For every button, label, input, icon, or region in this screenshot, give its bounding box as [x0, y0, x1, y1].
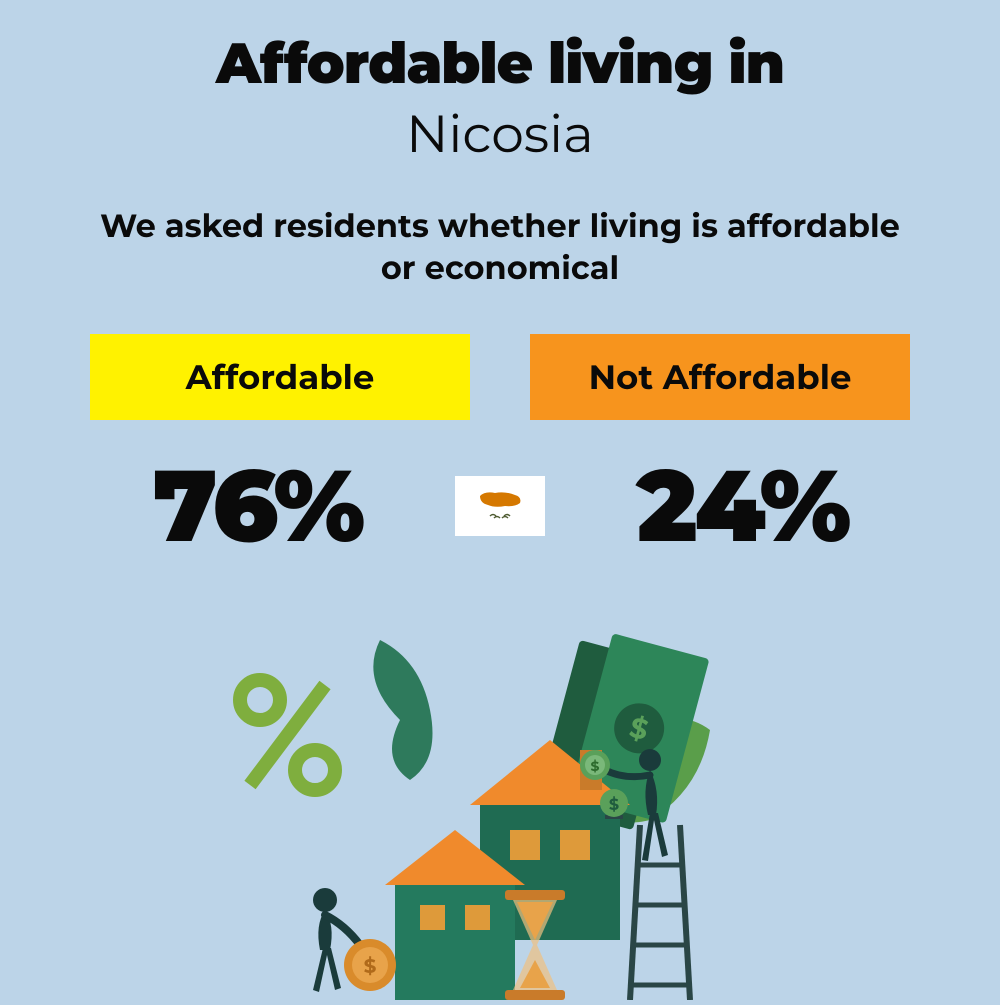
stat-not-affordable: Not Affordable [530, 334, 910, 420]
stat-percent-affordable: 76% [90, 445, 425, 567]
stats-row: Affordable Not Affordable [0, 334, 1000, 420]
svg-text:$: $ [609, 796, 619, 815]
title-bold: Affordable living in [0, 30, 1000, 98]
svg-text:$: $ [364, 955, 377, 979]
stat-affordable: Affordable [90, 334, 470, 420]
percentages-row: 76% 24% [0, 445, 1000, 567]
stat-percent-not-affordable: 24% [575, 445, 910, 567]
title-normal: Nicosia [0, 103, 1000, 166]
stat-label-affordable: Affordable [90, 334, 470, 420]
cyprus-flag-icon [455, 476, 545, 536]
percent-sign-icon [240, 680, 335, 790]
person-left-icon: $ [313, 888, 396, 992]
illustration: $ $ [200, 620, 800, 1000]
title-section: Affordable living in Nicosia [0, 0, 1000, 166]
subtitle: We asked residents whether living is aff… [100, 206, 900, 289]
svg-text:$: $ [591, 757, 600, 775]
stat-label-not-affordable: Not Affordable [530, 334, 910, 420]
